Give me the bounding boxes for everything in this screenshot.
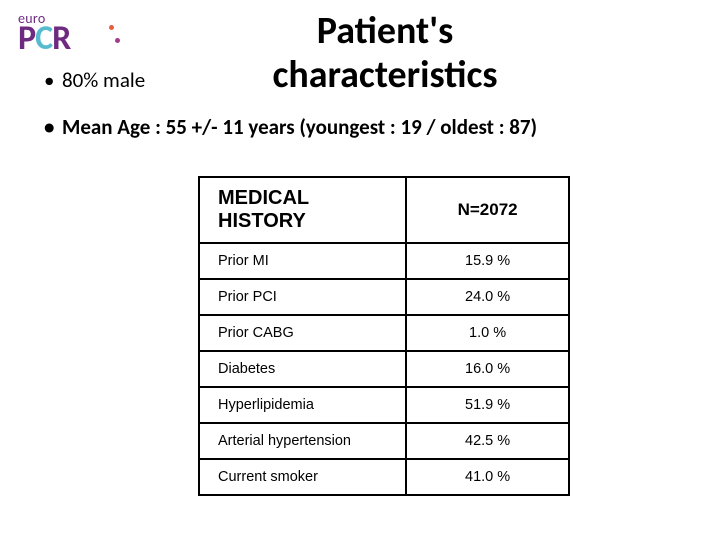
row-value: 51.9 % xyxy=(406,387,569,423)
bullet-item-2: •Mean Age : 55 +/- 11 years (youngest : … xyxy=(44,115,694,140)
table-row: Current smoker 41.0 % xyxy=(199,459,569,495)
row-value: 42.5 % xyxy=(406,423,569,459)
row-value: 15.9 % xyxy=(406,243,569,279)
row-label: Arterial hypertension xyxy=(199,423,406,459)
header-col1-line1: MEDICAL xyxy=(218,187,309,209)
table-row: Prior MI 15.9 % xyxy=(199,243,569,279)
bullet-text-1: 80% male xyxy=(62,67,145,93)
title-line-1: Patient's xyxy=(317,8,454,54)
table-row: Prior CABG 1.0 % xyxy=(199,315,569,351)
logo-dot-icon xyxy=(115,38,120,43)
row-value: 16.0 % xyxy=(406,351,569,387)
header-col1-line2: HISTORY xyxy=(218,210,306,232)
table-row: Arterial hypertension 42.5 % xyxy=(199,423,569,459)
table-header-col1: MEDICAL HISTORY xyxy=(199,177,406,243)
brand-logo: euro PCR xyxy=(18,10,108,62)
bullet-text-2: Mean Age : 55 +/- 11 years (youngest : 1… xyxy=(62,114,537,140)
bullet-dot-icon: • xyxy=(44,115,62,140)
row-label: Diabetes xyxy=(199,351,406,387)
table-row: Diabetes 16.0 % xyxy=(199,351,569,387)
row-label: Prior MI xyxy=(199,243,406,279)
logo-letter-p: P xyxy=(18,18,35,59)
table-header-col2: N=2072 xyxy=(406,177,569,243)
row-label: Prior CABG xyxy=(199,315,406,351)
table-row: Hyperlipidemia 51.9 % xyxy=(199,387,569,423)
table-body: Prior MI 15.9 % Prior PCI 24.0 % Prior C… xyxy=(199,243,569,495)
logo-letter-c: C xyxy=(35,18,52,59)
row-label: Hyperlipidemia xyxy=(199,387,406,423)
logo-letters: PCR xyxy=(18,22,70,56)
row-value: 24.0 % xyxy=(406,279,569,315)
table-header-row: MEDICAL HISTORY N=2072 xyxy=(199,177,569,243)
row-label: Current smoker xyxy=(199,459,406,495)
row-label: Prior PCI xyxy=(199,279,406,315)
table-row: Prior PCI 24.0 % xyxy=(199,279,569,315)
medical-history-table: MEDICAL HISTORY N=2072 Prior MI 15.9 % P… xyxy=(198,176,570,496)
row-value: 41.0 % xyxy=(406,459,569,495)
bullet-list: •80% male •Mean Age : 55 +/- 11 years (y… xyxy=(44,68,694,140)
logo-letter-r: R xyxy=(52,18,70,59)
bullet-dot-icon: • xyxy=(44,68,62,93)
medical-history-table-container: MEDICAL HISTORY N=2072 Prior MI 15.9 % P… xyxy=(198,176,570,496)
logo-dot-icon xyxy=(109,25,114,30)
bullet-item-1: •80% male xyxy=(44,68,694,93)
row-value: 1.0 % xyxy=(406,315,569,351)
